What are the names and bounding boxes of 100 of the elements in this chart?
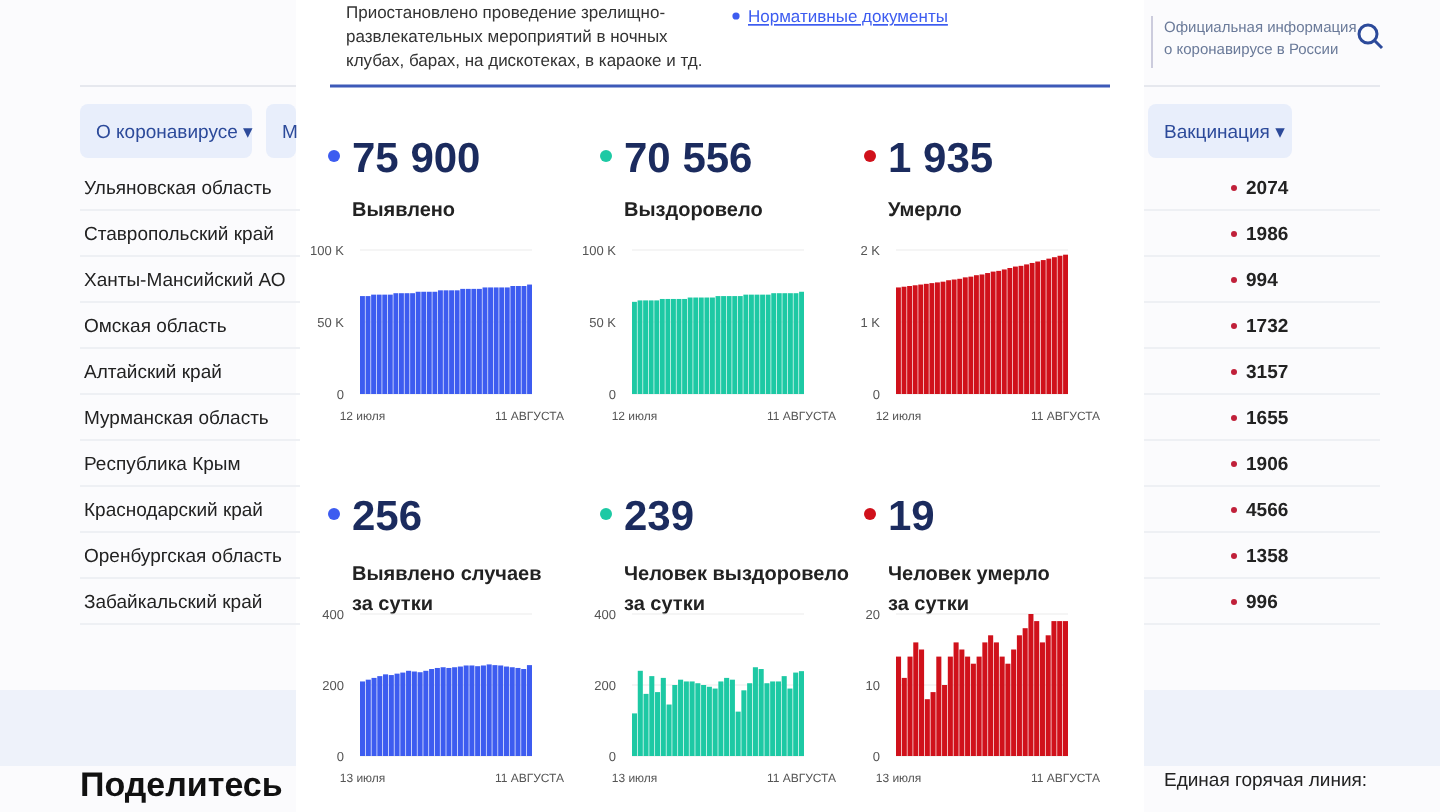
bar <box>1007 268 1013 394</box>
bar <box>526 665 532 756</box>
bar <box>1051 621 1057 756</box>
text: М <box>282 122 298 144</box>
bar <box>1001 269 1007 394</box>
bar <box>371 677 377 756</box>
bar <box>718 681 724 756</box>
bar <box>919 649 925 756</box>
bar <box>660 677 666 756</box>
bar <box>417 672 423 756</box>
text: 3157 <box>1246 362 1289 384</box>
bar <box>923 283 929 394</box>
text: Мурманская область <box>84 408 269 430</box>
bar <box>934 282 940 394</box>
bar <box>912 285 918 394</box>
text: Ставропольский край <box>84 224 274 246</box>
bar <box>993 642 999 756</box>
bar <box>383 674 389 756</box>
bar <box>457 666 463 756</box>
text: 2074 <box>1246 178 1290 200</box>
chart-title: 239 <box>624 494 695 540</box>
bar <box>672 685 678 756</box>
text: 1906 <box>1246 454 1289 476</box>
chart-title: 75 900 <box>352 136 481 182</box>
bar <box>637 670 643 756</box>
bar <box>446 667 452 756</box>
bar <box>770 681 776 756</box>
bar <box>965 656 971 756</box>
chart-subtitle: Выздоровело <box>624 200 763 222</box>
bar <box>411 671 417 756</box>
bar <box>1016 635 1022 756</box>
bar <box>1063 254 1068 394</box>
bar <box>503 666 509 756</box>
bar <box>486 664 492 756</box>
bar <box>929 283 935 394</box>
chart-subtitle: Выявлено <box>352 200 456 222</box>
bar <box>480 665 486 756</box>
bar <box>988 635 994 756</box>
bar <box>896 656 902 756</box>
bar <box>752 667 758 756</box>
text: 1732 <box>1246 316 1289 338</box>
bar <box>982 642 988 756</box>
bar <box>423 670 429 756</box>
bar <box>701 685 707 756</box>
bar <box>781 676 787 756</box>
bar <box>1051 257 1057 394</box>
bar <box>388 675 394 756</box>
text: Приостановлено проведение зрелищно- развлекательных мероприятий в ночных клубах, барах, на дискотеках, в караоке и тд. <box>346 2 703 70</box>
bar <box>649 676 655 756</box>
bar <box>475 666 481 756</box>
bar <box>452 667 458 756</box>
bar <box>959 649 965 756</box>
bar <box>775 681 781 756</box>
bar <box>962 277 968 394</box>
bar <box>793 672 799 756</box>
bar <box>377 676 383 756</box>
bar <box>985 273 991 394</box>
text: Вакцинация ▾ <box>1164 122 1286 144</box>
chart-title: 19 <box>888 494 935 540</box>
bar <box>463 665 469 756</box>
bar <box>509 667 515 756</box>
bar <box>729 679 735 756</box>
bar <box>896 287 901 394</box>
bar <box>990 271 996 394</box>
bar <box>1028 614 1034 756</box>
bar <box>492 665 498 756</box>
text: Алтайский край <box>84 362 222 384</box>
bar <box>968 276 974 394</box>
bar <box>913 642 919 756</box>
chart-title: 1 935 <box>888 136 994 182</box>
text: Ханты-Мансийский АО <box>84 270 286 292</box>
bar <box>498 665 504 756</box>
chart-subtitle: Выявлено случаев за сутки <box>352 564 542 616</box>
bar <box>1057 621 1063 756</box>
text: 996 <box>1246 592 1278 614</box>
bar <box>1034 621 1040 756</box>
bar <box>973 275 979 394</box>
text: 1358 <box>1246 546 1289 568</box>
text: Оренбургская область <box>84 546 283 568</box>
bar <box>1046 258 1052 394</box>
bar <box>394 673 400 756</box>
bar <box>440 667 446 756</box>
bar <box>521 669 527 756</box>
bar <box>400 672 406 756</box>
bar <box>406 670 412 756</box>
chart-title: 70 556 <box>624 136 753 182</box>
text: Ульяновская область <box>84 178 272 200</box>
bar <box>365 679 371 756</box>
chart-subtitle: Умерло <box>888 200 962 222</box>
bar <box>706 686 712 756</box>
bar <box>970 663 976 756</box>
bar <box>996 270 1002 394</box>
bar <box>1024 264 1030 394</box>
bar <box>798 671 804 756</box>
chart-subtitle: Человек выздоровело за сутки <box>624 564 850 616</box>
text: Поделитесь <box>80 766 283 804</box>
bar <box>429 669 435 756</box>
bar <box>689 681 695 756</box>
chart-title: 256 <box>352 494 423 540</box>
chart-subtitle: Человек умерло за сутки <box>888 564 1050 616</box>
